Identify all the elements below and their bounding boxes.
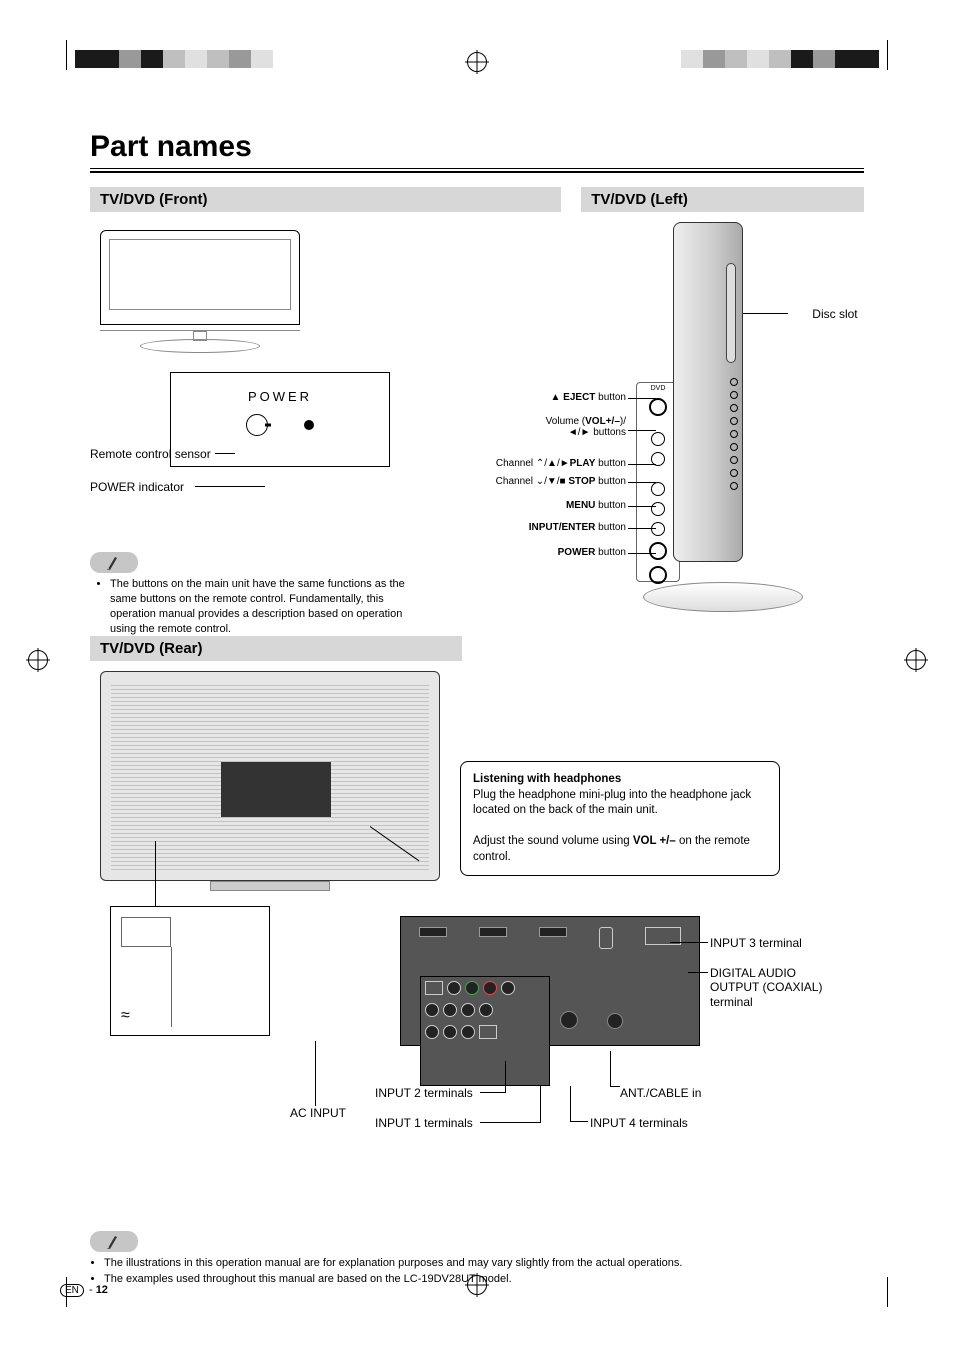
power-indicator-icon xyxy=(304,420,314,430)
label-input1: INPUT 1 terminals xyxy=(375,1116,473,1130)
hdmi-port-icon xyxy=(539,927,567,937)
crop-mark xyxy=(66,40,67,70)
section-header-left: TV/DVD (Left) xyxy=(581,187,864,212)
footer-note-1: The illustrations in this operation manu… xyxy=(104,1256,864,1271)
ac-symbol: ≈ xyxy=(121,1007,130,1025)
headphone-jack-icon xyxy=(560,1011,578,1029)
side-buttons xyxy=(730,373,738,495)
leader-line xyxy=(670,942,708,943)
label-input3: INPUT 3 terminal xyxy=(710,936,802,950)
rear-label-plate xyxy=(221,762,331,817)
rear-zoom-power: ≈ xyxy=(110,906,270,1036)
note-icon xyxy=(90,552,138,573)
hdmi-port-icon xyxy=(479,927,507,937)
left-column: TV/DVD (Left) Disc slot xyxy=(581,173,864,622)
hdmi-port-icon xyxy=(419,927,447,937)
label-input4: INPUT 4 terminals xyxy=(590,1116,688,1130)
leader-line xyxy=(480,1122,540,1123)
registration-target-icon xyxy=(467,1275,487,1295)
leader-line xyxy=(540,1086,541,1123)
top-row: TV/DVD (Front) POWER xyxy=(90,173,864,622)
rear-diagram: Listening with headphones Plug the headp… xyxy=(90,671,864,1201)
label-power-indicator: POWER indicator xyxy=(90,480,184,494)
section-header-rear: TV/DVD (Rear) xyxy=(90,636,462,661)
registration-target-icon xyxy=(467,52,487,72)
front-note: The buttons on the main unit have the sa… xyxy=(90,522,430,637)
front-column: TV/DVD (Front) POWER xyxy=(90,173,561,622)
leader-line xyxy=(480,1092,505,1093)
manual-page: Part names TV/DVD (Front) POWER xyxy=(0,0,954,1347)
leader-line xyxy=(570,1121,588,1122)
tv-front-illustration xyxy=(100,230,300,353)
front-note-text: The buttons on the main unit have the sa… xyxy=(110,577,430,636)
headphone-info-box: Listening with headphones Plug the headp… xyxy=(460,761,780,876)
front-diagram: POWER Remote control sensor POWER indica… xyxy=(90,222,561,622)
label-digital-audio: DIGITAL AUDIO OUTPUT (COAXIAL) terminal xyxy=(710,966,830,1009)
leader-line xyxy=(215,453,235,454)
label-input2: INPUT 2 terminals xyxy=(375,1086,473,1100)
rear-aux-jacks xyxy=(560,1011,623,1034)
remote-sensor-icon xyxy=(246,414,268,436)
power-label: POWER xyxy=(181,389,379,404)
registration-target-icon xyxy=(906,650,926,670)
tv-rear-stand xyxy=(210,881,330,891)
leader-line xyxy=(570,1086,571,1121)
registration-target-icon xyxy=(28,650,48,670)
note-icon xyxy=(90,1231,138,1252)
leader-line xyxy=(688,972,708,973)
section-header-front: TV/DVD (Front) xyxy=(90,187,561,212)
rear-zoom-terminals-bottom xyxy=(420,976,550,1086)
leader-line xyxy=(195,486,265,487)
leader-line xyxy=(315,1041,316,1106)
label-disc-slot: Disc slot xyxy=(812,307,857,321)
registration-strip-left xyxy=(75,50,273,68)
tv-side-illustration: Disc slot xyxy=(643,222,803,612)
tv-side-base xyxy=(643,582,803,612)
leader-line xyxy=(155,841,156,906)
tv-screen xyxy=(100,230,300,325)
crop-mark xyxy=(887,40,888,70)
label-remote-sensor: Remote control sensor xyxy=(90,447,211,461)
headphone-line1: Plug the headphone mini-plug into the he… xyxy=(473,788,767,819)
registration-strip-right xyxy=(681,50,879,68)
leader-line xyxy=(610,1086,620,1087)
headphone-title: Listening with headphones xyxy=(473,772,767,788)
coax-jack-icon xyxy=(607,1013,623,1029)
crop-mark xyxy=(887,1277,888,1307)
headphone-line2: Adjust the sound volume using VOL +/– on… xyxy=(473,834,767,865)
label-ac-input: AC INPUT xyxy=(290,1106,346,1120)
disc-slot-icon xyxy=(726,263,736,363)
leader-line xyxy=(610,1051,611,1086)
page-title: Part names xyxy=(90,130,864,173)
leader-line xyxy=(505,1061,506,1093)
label-ant: ANT./CABLE in xyxy=(620,1086,701,1100)
tv-side-body xyxy=(673,222,743,562)
usb-port-icon xyxy=(599,927,613,949)
leader-line xyxy=(743,313,788,314)
page-number: EN - 12 xyxy=(60,1284,108,1297)
tv-rear-illustration xyxy=(100,671,440,881)
